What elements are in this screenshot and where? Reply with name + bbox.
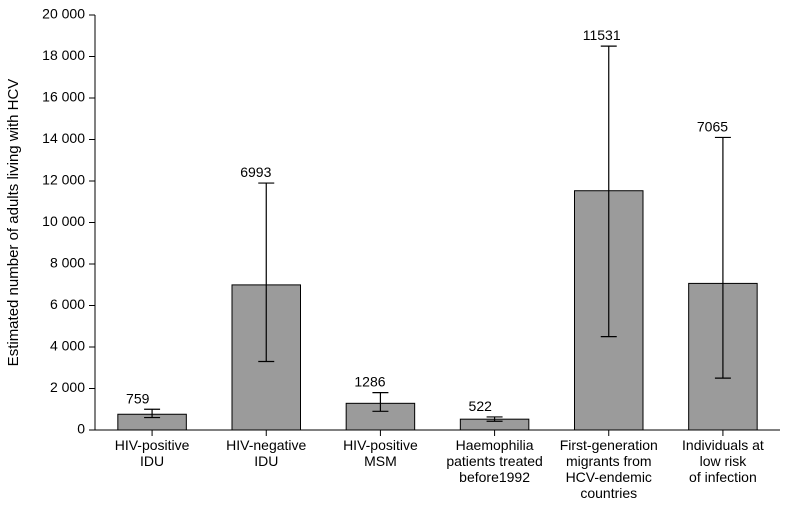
y-tick-label: 2 000 — [50, 379, 85, 395]
bar-value-label: 6993 — [240, 164, 271, 180]
x-category-label: HIV-positive — [115, 437, 190, 453]
x-category-label: before1992 — [459, 469, 530, 485]
y-tick-label: 4 000 — [50, 338, 85, 354]
y-tick-label: 18 000 — [42, 47, 85, 63]
x-category-label: migrants from — [566, 453, 652, 469]
y-tick-label: 10 000 — [42, 213, 85, 229]
y-tick-label: 8 000 — [50, 255, 85, 271]
x-category-label: countries — [580, 485, 637, 501]
x-category-label: of infection — [689, 469, 757, 485]
y-tick-label: 14 000 — [42, 130, 85, 146]
x-category-label: MSM — [364, 453, 397, 469]
x-category-label: HIV-positive — [343, 437, 418, 453]
bar-value-label: 759 — [126, 390, 150, 406]
x-category-label: HCV-endemic — [566, 469, 652, 485]
x-category-label: patients treated — [446, 453, 543, 469]
y-tick-label: 16 000 — [42, 89, 85, 105]
x-category-label: HIV-negative — [226, 437, 306, 453]
x-category-label: IDU — [140, 453, 164, 469]
bar-value-label: 7065 — [697, 118, 728, 134]
x-category-label: Individuals at — [682, 437, 764, 453]
x-category-label: First-generation — [560, 437, 658, 453]
y-axis-title: Estimated number of adults living with H… — [5, 79, 22, 367]
bar-value-label: 522 — [469, 398, 493, 414]
bar-value-label: 1286 — [354, 374, 385, 390]
x-category-label: low risk — [700, 453, 748, 469]
bar-value-label: 11531 — [583, 27, 621, 43]
y-tick-label: 20 000 — [42, 6, 85, 22]
hcv-bar-chart: 0 2 000 4 000 6 000 8 000 10 000 12 000 14 000 1… — [0, 0, 800, 521]
y-tick-label: 6 000 — [50, 296, 85, 312]
y-tick-label: 12 000 — [42, 172, 85, 188]
x-category-label: IDU — [254, 453, 278, 469]
x-category-label: Haemophilia — [456, 437, 534, 453]
y-tick-label: 0 — [77, 421, 85, 437]
